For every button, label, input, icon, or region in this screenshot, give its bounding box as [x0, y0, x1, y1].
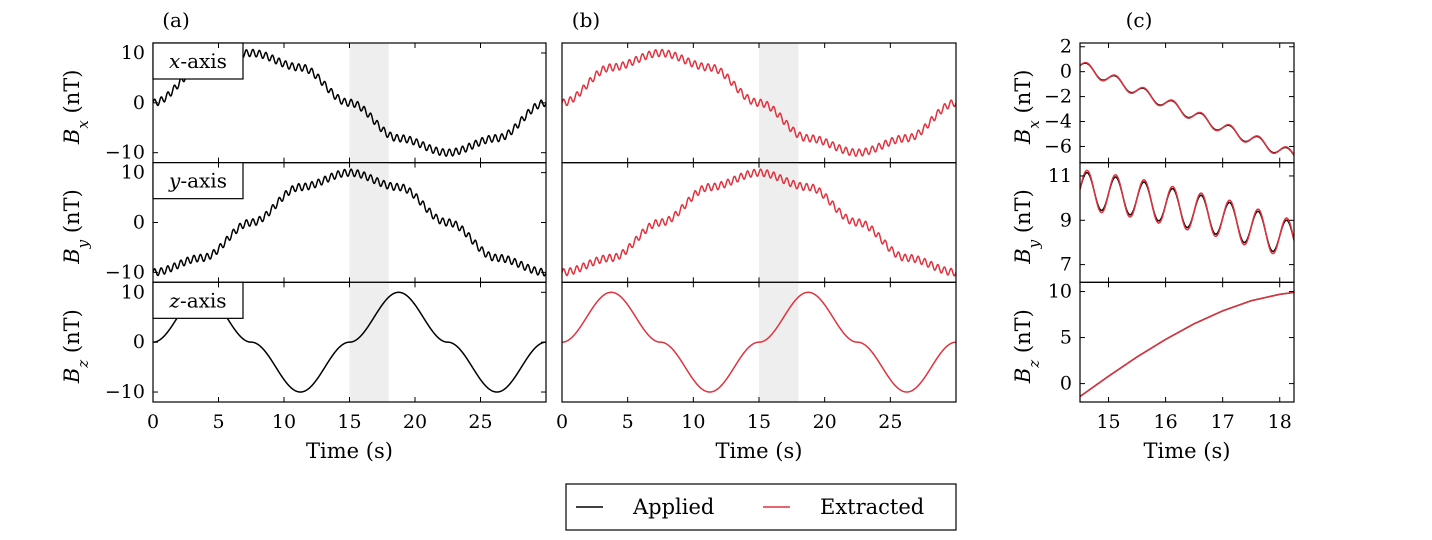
y-tick-label: 0	[133, 92, 145, 114]
y-tick-label: 0	[1060, 61, 1072, 83]
y-tick-label: −6	[1044, 135, 1072, 157]
panel-b: (b) 0 5 10 15 20 25 Time (s)	[556, 8, 957, 463]
x-tick-label: 10	[681, 411, 705, 433]
y-tick-label: 10	[1048, 281, 1072, 303]
shaded-region	[759, 43, 799, 163]
series-line-applied	[1080, 171, 1294, 253]
y-tick-label: 9	[1060, 209, 1072, 231]
x-tick-label: 17	[1211, 411, 1235, 433]
y-tick-label: 0	[133, 212, 145, 234]
x-tick-label: 10	[272, 411, 296, 433]
x-axis-label: Time (s)	[306, 439, 393, 463]
subplot-row-3: 0 5 10 15 20 25	[556, 281, 957, 433]
y-axis-label: By (nT)	[1011, 189, 1043, 265]
x-tick-label: 16	[1154, 411, 1178, 433]
subplot-row-2: 11 9 7 By (nT)	[1011, 162, 1295, 283]
shaded-region	[349, 282, 389, 402]
x-tick-label: 25	[468, 411, 492, 433]
y-axis-label: Bx (nT)	[1011, 70, 1043, 146]
panel-label: (b)	[572, 8, 600, 32]
axis-name-label: y-axis	[168, 169, 227, 193]
y-axis-label: Bz (nT)	[60, 309, 92, 384]
axis-name-box: z-axis	[152, 281, 244, 319]
y-tick-label: 7	[1060, 254, 1072, 276]
y-tick-label: 0	[1060, 373, 1072, 395]
legend-extracted-label: Extracted	[820, 495, 924, 519]
panel-label: (a)	[162, 8, 190, 32]
x-tick-label: 20	[813, 411, 837, 433]
x-tick-label: 15	[747, 411, 771, 433]
plot-frame	[1079, 42, 1295, 164]
shaded-region	[349, 43, 389, 163]
y-tick-label: 10	[121, 42, 145, 64]
subplot-row-2: 10 0 −10 By (nT) y-axis	[60, 162, 547, 283]
y-tick-label: −10	[105, 142, 145, 164]
y-tick-label: 10	[121, 281, 145, 303]
axis-name-box: x-axis	[152, 42, 244, 80]
series-line-extracted	[1080, 291, 1294, 398]
shaded-region	[759, 282, 799, 402]
x-axis-label: Time (s)	[1144, 439, 1231, 463]
y-tick-label: 2	[1060, 36, 1072, 58]
y-axis-label: By (nT)	[60, 189, 92, 265]
x-tick-label: 18	[1268, 411, 1292, 433]
x-tick-label: 5	[212, 411, 224, 433]
legend: Applied Extracted	[565, 483, 957, 531]
series-line-extracted	[1080, 61, 1294, 156]
subplot-row-2	[561, 162, 957, 283]
axis-name-label: x-axis	[169, 49, 227, 73]
y-tick-label: 10	[121, 162, 145, 184]
series-line-applied	[1080, 291, 1294, 398]
subplot-row-1: 10 0 −10 Bx (nT) x-axis	[60, 42, 547, 164]
y-axis-label: Bz (nT)	[1011, 309, 1043, 384]
x-axis-label: Time (s)	[716, 439, 803, 463]
y-tick-label: −10	[105, 381, 145, 403]
y-tick-label: 0	[133, 331, 145, 353]
legend-applied-label: Applied	[632, 495, 714, 519]
y-tick-label: 11	[1048, 165, 1072, 187]
panel-label: (c)	[1126, 8, 1153, 32]
x-tick-label: 0	[147, 411, 159, 433]
legend-box	[565, 483, 957, 531]
series-line-extracted	[562, 48, 956, 157]
x-tick-label: 15	[337, 411, 361, 433]
x-tick-label: 0	[556, 411, 568, 433]
subplot-row-1: 2 0 −2 −4−6Bx (nT)	[1011, 36, 1295, 164]
subplot-row-1	[561, 42, 957, 164]
y-axis-label: Bx (nT)	[60, 70, 92, 146]
panel-c: (c) 2 0 −2 −4−6Bx (nT)11 9 7 By (nT)10 5 0 Bz (nT)…	[1011, 8, 1295, 463]
series-line-extracted	[562, 291, 956, 393]
x-tick-label: 20	[403, 411, 427, 433]
x-tick-label: 15	[1096, 411, 1120, 433]
plot-frame	[1079, 281, 1295, 403]
subplot-row-3: 10 5 0 Bz (nT) 15 16 17 18	[1011, 281, 1295, 433]
axis-name-box: y-axis	[152, 162, 244, 200]
y-tick-label: 5	[1060, 327, 1072, 349]
series-line-applied	[1080, 62, 1294, 156]
x-tick-label: 25	[878, 411, 902, 433]
axis-name-label: z-axis	[168, 288, 226, 312]
y-tick-label: −2	[1044, 86, 1072, 108]
series-line-extracted	[1080, 169, 1294, 255]
series-line-extracted	[562, 168, 956, 277]
series-line-applied	[153, 168, 546, 277]
y-tick-label: −4	[1044, 111, 1072, 133]
y-tick-label: −10	[105, 261, 145, 283]
x-tick-label: 5	[622, 411, 634, 433]
